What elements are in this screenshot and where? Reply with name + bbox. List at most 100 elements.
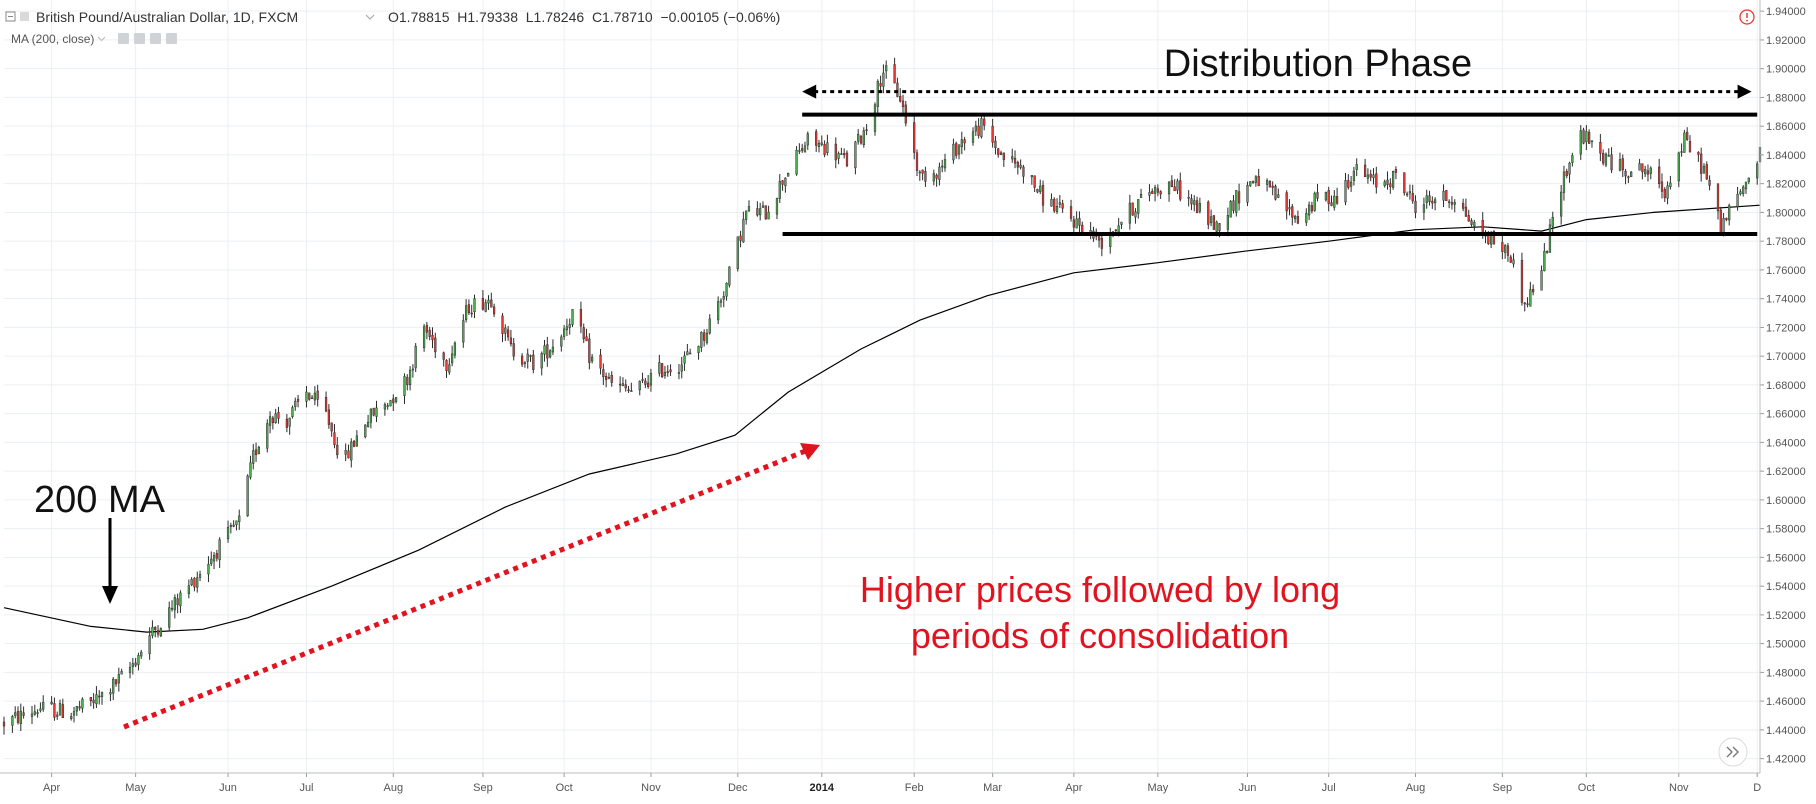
candle xyxy=(820,135,823,147)
candle-body xyxy=(885,65,888,72)
candle xyxy=(579,301,583,334)
scroll-to-realtime-button[interactable] xyxy=(1718,737,1748,767)
close-icon[interactable] xyxy=(166,33,177,44)
candle xyxy=(168,601,171,631)
symbol-title[interactable]: British Pound/Australian Dollar, 1D, FXC… xyxy=(36,9,298,25)
candle xyxy=(428,326,431,341)
candle xyxy=(1571,152,1574,167)
candle xyxy=(137,652,140,671)
candle-body xyxy=(781,180,784,185)
y-tick-label: 1.58000 xyxy=(1766,524,1806,536)
candle-body xyxy=(893,64,896,84)
candle-body xyxy=(1375,173,1378,188)
candle xyxy=(14,706,17,719)
candle-body xyxy=(89,697,92,701)
candle xyxy=(915,149,919,177)
candle-body xyxy=(767,211,770,220)
candle-body xyxy=(1702,166,1706,174)
candle xyxy=(1680,143,1683,157)
candle-body xyxy=(1030,175,1033,178)
uptrend-arrow xyxy=(123,447,809,730)
grid xyxy=(4,0,1760,773)
candle-body xyxy=(254,449,258,456)
candle-body xyxy=(980,118,983,138)
candle xyxy=(131,657,134,675)
x-tick-label: Sep xyxy=(473,782,493,794)
candle xyxy=(1226,207,1229,237)
candle xyxy=(246,474,249,517)
candle xyxy=(406,374,409,391)
x-axis: Apr May Jun Jul Aug Sep Oct Nov Dec 2014 Feb Mar Apr… xyxy=(0,772,1761,794)
candle xyxy=(30,705,34,724)
candle xyxy=(473,294,476,319)
candle xyxy=(588,333,591,370)
candle xyxy=(700,331,703,352)
candle xyxy=(78,700,81,711)
candle-body xyxy=(1330,202,1333,206)
settings-icon[interactable] xyxy=(134,33,145,44)
y-tick-label: 1.76000 xyxy=(1766,265,1806,277)
candle-body xyxy=(963,139,966,144)
more-icon[interactable] xyxy=(150,33,161,44)
candle-body xyxy=(215,553,218,559)
candle xyxy=(148,627,151,660)
candle-body xyxy=(198,574,202,578)
candle xyxy=(92,693,95,709)
candle-body xyxy=(1137,199,1140,214)
candle-body xyxy=(1492,230,1496,245)
candle-body xyxy=(1548,224,1552,253)
symbol-chevron-down-icon[interactable] xyxy=(365,14,375,20)
candle xyxy=(1649,166,1652,180)
candle-body xyxy=(1725,217,1728,221)
distribution-arrowhead-left xyxy=(802,84,817,99)
candle-body xyxy=(999,152,1003,156)
candle xyxy=(487,295,490,310)
candle-body xyxy=(509,337,513,345)
candle xyxy=(1366,168,1370,184)
candle xyxy=(854,140,857,175)
candle xyxy=(140,649,143,659)
candle xyxy=(1462,198,1465,212)
candle xyxy=(644,377,647,389)
candle xyxy=(1246,181,1249,207)
candle-body xyxy=(1207,201,1210,225)
candle-body xyxy=(1644,169,1647,175)
candle xyxy=(56,711,59,720)
indicator-chevron-down-icon[interactable] xyxy=(97,36,106,42)
candle xyxy=(1425,189,1428,209)
candle-body xyxy=(1663,189,1666,199)
candle xyxy=(1058,194,1061,208)
candle-body xyxy=(1588,131,1591,144)
candle xyxy=(33,704,36,716)
candle-body xyxy=(1170,180,1173,188)
candle-body xyxy=(759,208,762,216)
candle xyxy=(845,150,849,168)
candle-body xyxy=(1039,185,1042,192)
candle-body xyxy=(1366,174,1370,179)
alert-icon[interactable] xyxy=(1739,9,1755,25)
collapse-icon[interactable] xyxy=(5,11,16,22)
candle xyxy=(1061,199,1064,213)
candle-body xyxy=(1249,181,1252,186)
candle xyxy=(1470,218,1473,227)
x-tick-label: Jul xyxy=(1322,782,1336,794)
eye-icon[interactable] xyxy=(118,33,129,44)
candle-body xyxy=(801,148,804,151)
double-chevron-right-icon xyxy=(1726,746,1739,758)
candle-body xyxy=(607,377,611,379)
candle xyxy=(1599,133,1602,162)
y-tick-label: 1.60000 xyxy=(1766,495,1806,507)
candle xyxy=(1408,184,1412,200)
y-tick-label: 1.56000 xyxy=(1766,552,1806,564)
candle-body xyxy=(1128,202,1131,224)
y-tick-label: 1.64000 xyxy=(1766,437,1806,449)
indicator-title[interactable]: MA (200, close) xyxy=(11,32,94,46)
y-tick-label: 1.92000 xyxy=(1766,35,1806,47)
candle-body xyxy=(1680,151,1683,153)
candle xyxy=(991,118,994,148)
candle-body xyxy=(1195,200,1199,214)
candle xyxy=(1585,125,1588,151)
candle-body xyxy=(394,397,398,402)
candle xyxy=(327,404,330,429)
candle xyxy=(1257,168,1260,187)
